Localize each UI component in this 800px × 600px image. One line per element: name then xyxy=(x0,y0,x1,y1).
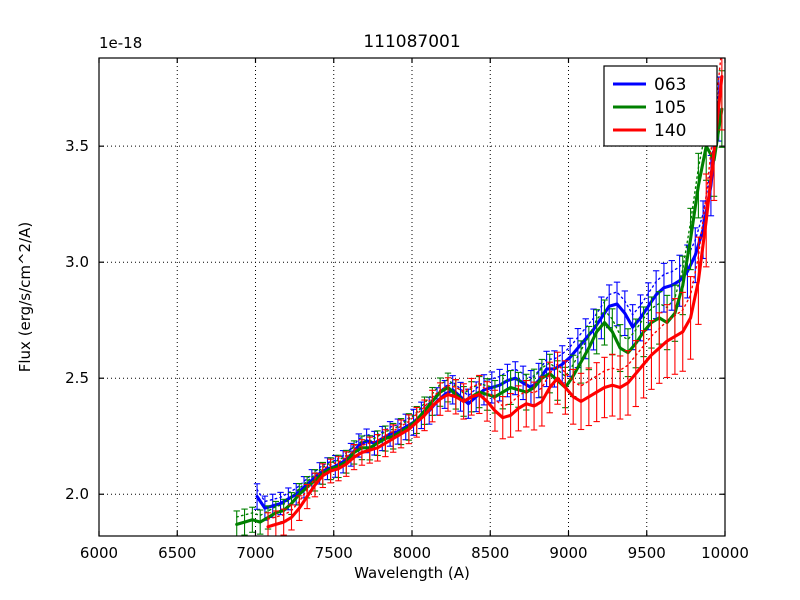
legend-label-063[interactable]: 063 xyxy=(654,75,686,95)
x-tick-label: 6000 xyxy=(80,544,118,562)
x-tick-label: 9000 xyxy=(549,544,587,562)
y-tick-label: 3.0 xyxy=(65,253,89,271)
legend-label-105[interactable]: 105 xyxy=(654,98,686,118)
legend-label-140[interactable]: 140 xyxy=(654,121,686,141)
envelope-dotted-140 xyxy=(267,58,722,520)
y-axis-offset-text: 1e-18 xyxy=(99,34,142,52)
x-tick-label: 7500 xyxy=(315,544,353,562)
line-140 xyxy=(266,75,724,529)
chart-legend[interactable]: 063 105 140 xyxy=(603,65,718,147)
x-tick-label: 10000 xyxy=(701,544,749,562)
x-tick-label: 8000 xyxy=(393,544,431,562)
x-tick-label: 7000 xyxy=(236,544,274,562)
x-tick-label: 8500 xyxy=(471,544,509,562)
grid-lines xyxy=(99,58,725,536)
chart-title: 111087001 xyxy=(363,32,460,52)
y-tick-label: 2.5 xyxy=(65,369,89,387)
envelope-dotted-063 xyxy=(256,90,720,503)
axis-ticks xyxy=(98,58,726,536)
axis-tick-labels: 6000 6500 7000 7500 8000 8500 9000 9500 10000 2.0… xyxy=(65,137,749,562)
y-axis-label: Flux (erg/s/cm^2/A) xyxy=(16,222,34,373)
y-tick-label: 3.5 xyxy=(65,137,89,155)
x-axis-label: Wavelength (A) xyxy=(354,564,470,582)
x-tick-label: 6500 xyxy=(158,544,196,562)
x-tick-label: 9500 xyxy=(628,544,666,562)
y-tick-label: 2.0 xyxy=(65,485,89,503)
